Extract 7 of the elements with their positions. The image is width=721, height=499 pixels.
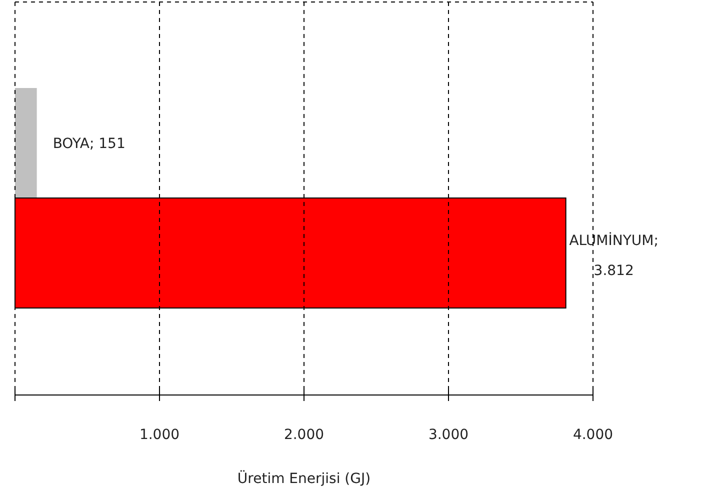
x-tick-label: 2.000 xyxy=(284,427,324,443)
x-tick-label: 3.000 xyxy=(428,427,469,443)
x-tick-label: 4.000 xyxy=(572,427,614,443)
x-axis-title: Üretim Enerjisi (GJ) xyxy=(237,470,371,487)
x-tick-label: 1.000 xyxy=(139,427,180,443)
data-label: BOYA; 151 xyxy=(52,136,126,152)
data-label: ALUMİNYUM; 3.812 xyxy=(569,232,658,279)
